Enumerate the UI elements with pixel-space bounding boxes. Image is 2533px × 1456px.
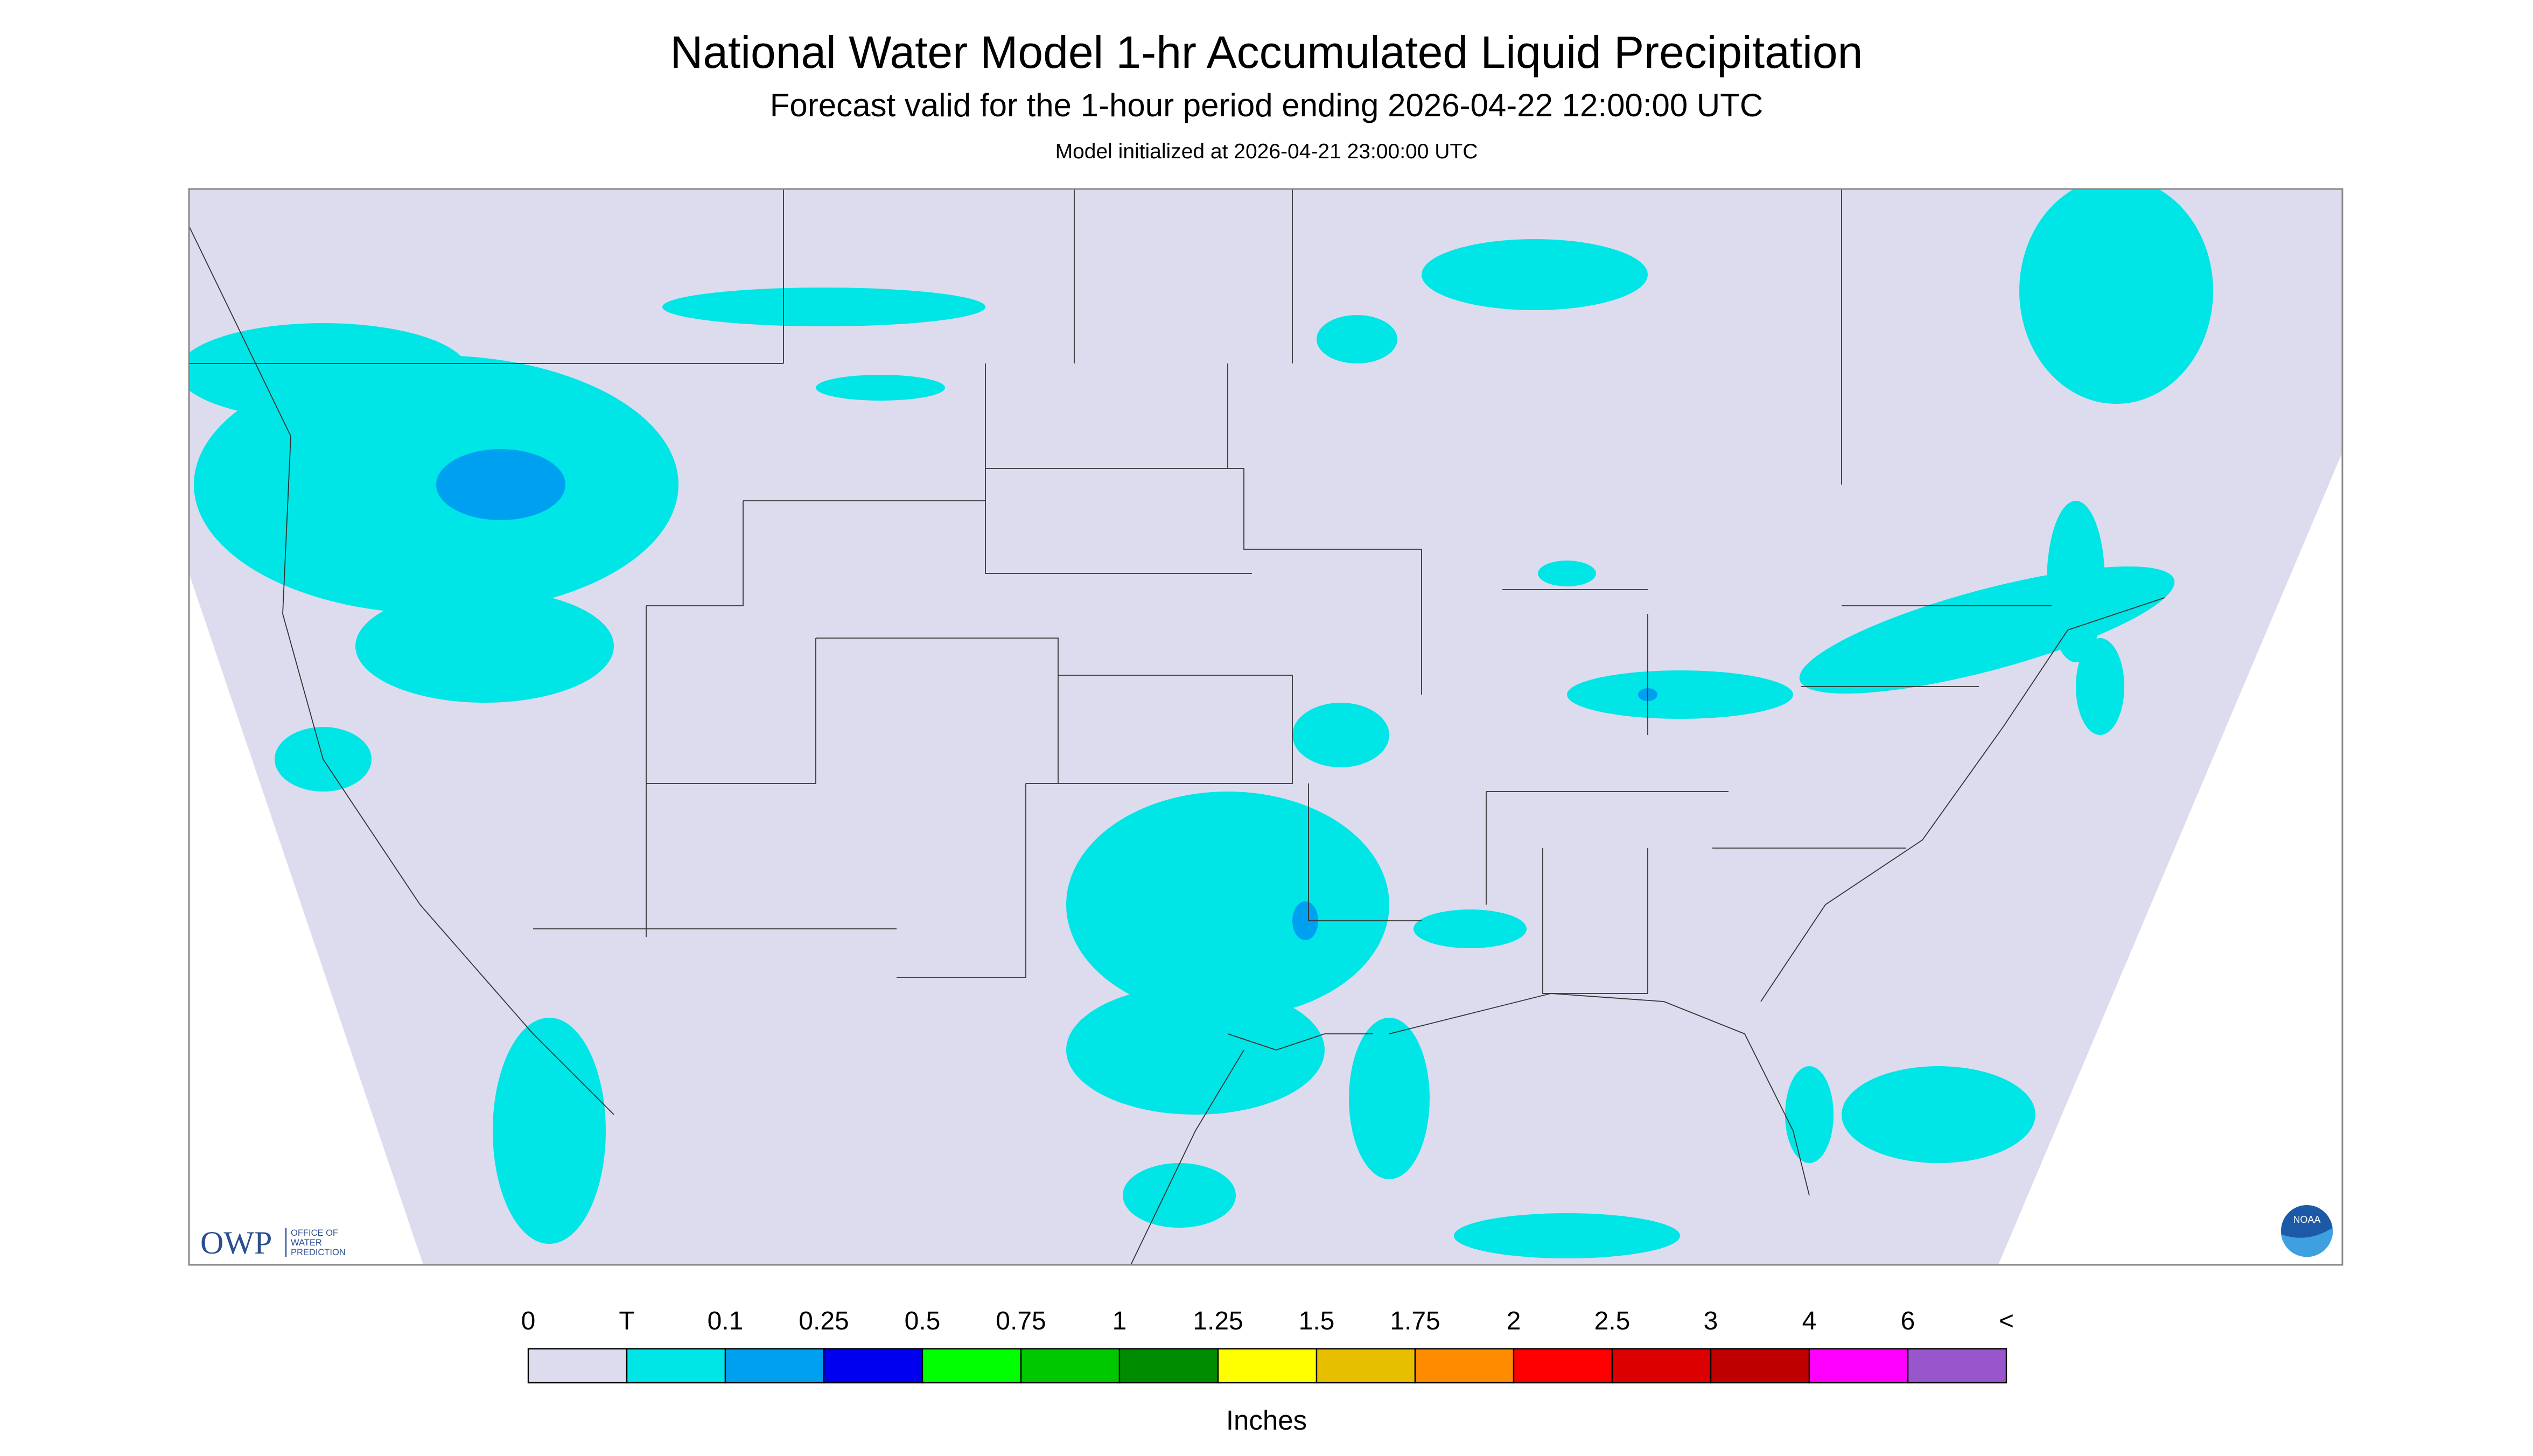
legend-swatch [1217,1348,1318,1384]
legend-swatch [1611,1348,1712,1384]
legend-label: 2.5 [1594,1307,1631,1335]
subtitle: Forecast valid for the 1-hour period end… [770,87,1763,123]
legend-label: 4 [1802,1307,1817,1335]
legend-swatch [823,1348,923,1384]
noaa-logo-wave [2281,1228,2333,1257]
legend-label: 1.75 [1390,1307,1440,1335]
legend-swatch [1020,1348,1121,1384]
legend-swatch [1513,1348,1613,1384]
legend-swatch [1710,1348,1810,1384]
legend-label: 1 [1112,1307,1127,1335]
legend-label: 1.25 [1193,1307,1243,1335]
outside-domain-left [189,573,423,1265]
legend-swatch [1118,1348,1219,1384]
legend-label: 6 [1901,1307,1915,1335]
owp-logo-text: OFFICE OF [291,1228,338,1238]
legend-swatch [1414,1348,1515,1384]
legend-label: 3 [1704,1307,1718,1335]
legend-label: 2 [1507,1307,1521,1335]
legend-swatch [724,1348,825,1384]
boundaries [189,189,2165,1265]
title: National Water Model 1-hr Accumulated Li… [670,27,1863,78]
legend-label: 0.75 [996,1307,1046,1335]
legend-swatch [1808,1348,1909,1384]
owp-logo-text: WATER [291,1238,322,1248]
outside-domain-right [1998,452,2342,1265]
owp-logo-text: PREDICTION [291,1248,346,1257]
noaa-logo-text: NOAA [2293,1214,2320,1225]
map-frame [188,188,2343,1266]
legend-label: 0.1 [708,1307,744,1335]
legend-swatch [626,1348,726,1384]
legend-label: < [1999,1307,2014,1335]
legend-label: 1.5 [1299,1307,1335,1335]
legend-swatch [921,1348,1022,1384]
legend-label: 0.5 [905,1307,941,1335]
legend-label: 0 [521,1307,536,1335]
legend-swatch [1907,1348,2007,1384]
legend: 0 T 0.1 0.25 0.5 0.75 1 1.25 1.5 1.75 2 2.5 3 4 6 < [521,1307,2014,1384]
map: OWP OFFICE OF WATER PREDICTION NOAA [188,188,2343,1266]
legend-swatch [527,1348,628,1384]
owp-logo: OWP [200,1225,272,1261]
legend-label: 0.25 [799,1307,849,1335]
legend-units: Inches [1226,1405,1307,1436]
precip-areas [189,189,2213,1259]
legend-swatch [1316,1348,1416,1384]
legend-label: T [619,1307,634,1335]
init-time: Model initialized at 2026-04-21 23:00:00… [1055,140,1478,163]
